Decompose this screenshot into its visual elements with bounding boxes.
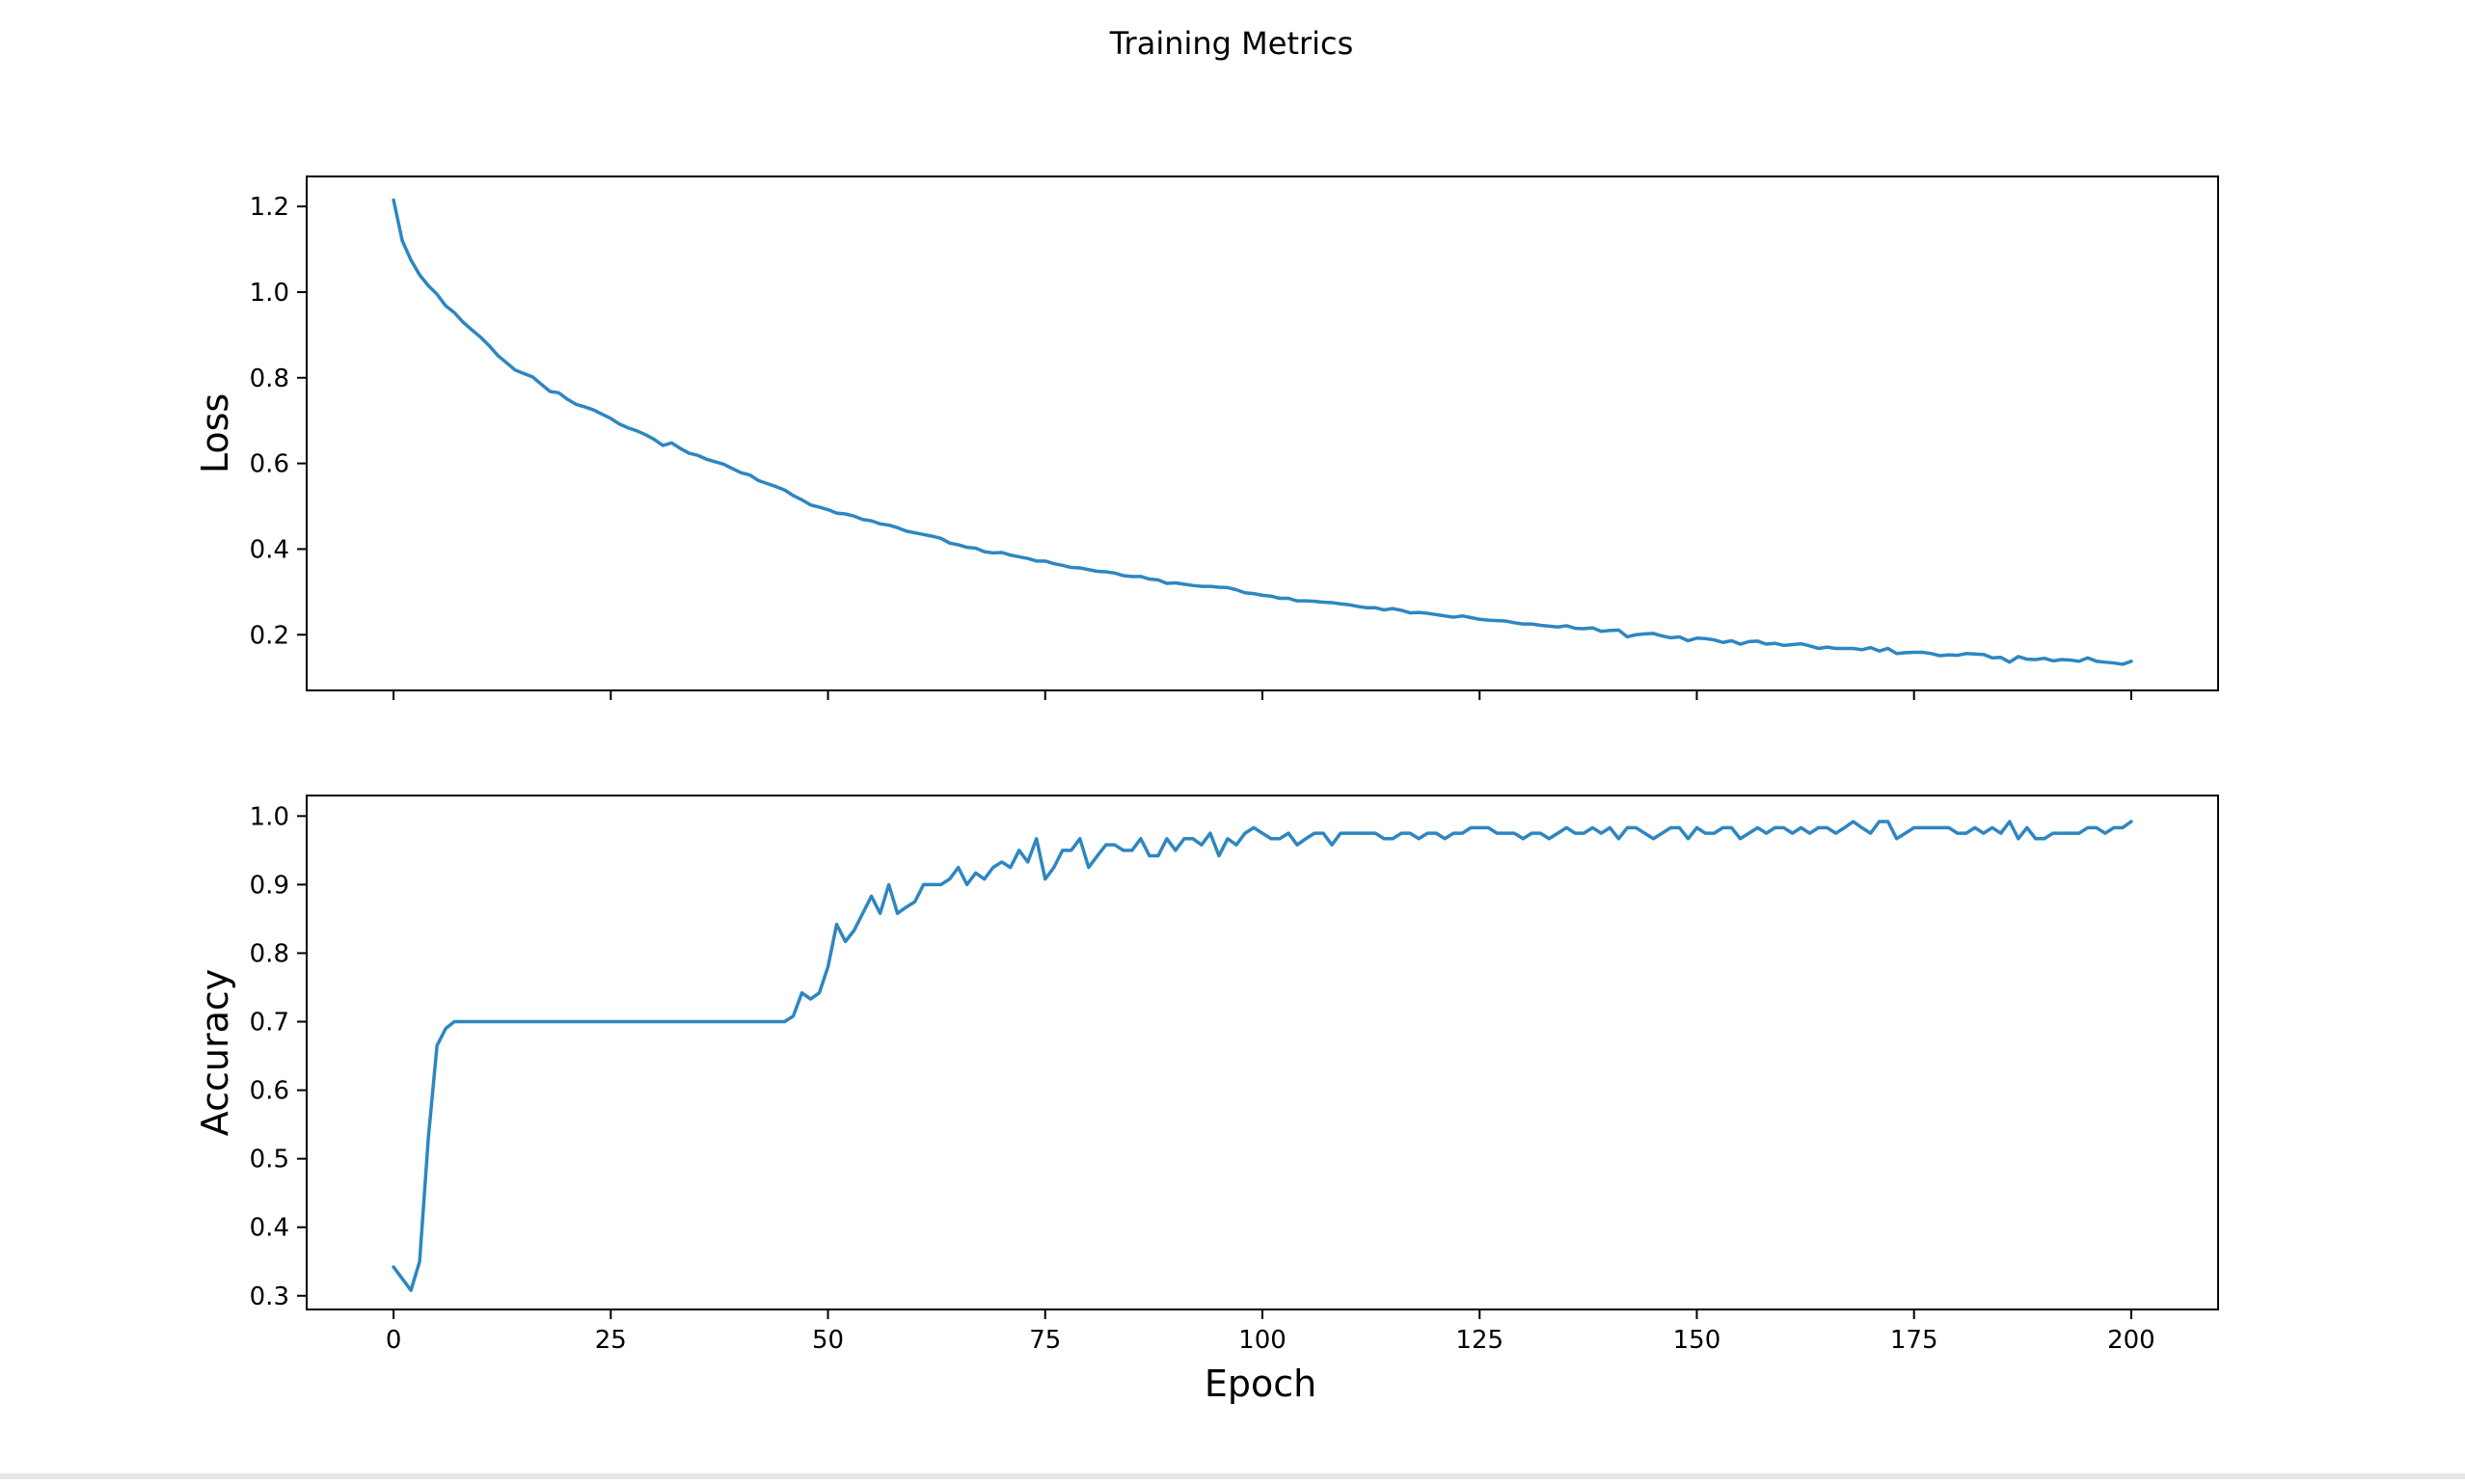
accuracy-y-tick-label: 0.5 [250, 1146, 289, 1174]
x-tick-label: 0 [386, 1326, 402, 1355]
loss-y-tick-label: 1.0 [250, 279, 289, 308]
x-tick-label: 200 [2107, 1326, 2155, 1355]
accuracy-y-tick-label: 0.3 [250, 1282, 289, 1311]
loss-y-tick-label: 0.8 [250, 364, 289, 393]
x-tick-label: 100 [1238, 1326, 1287, 1355]
loss-y-tick-label: 0.4 [250, 535, 289, 564]
x-tick-label: 175 [1890, 1326, 1938, 1355]
figure-title: Training Metrics [1109, 25, 1354, 62]
x-tick-label: 75 [1029, 1326, 1061, 1355]
accuracy-y-tick-label: 0.8 [250, 939, 289, 968]
bottom-scrollbar[interactable] [0, 1473, 2465, 1479]
loss-y-tick-label: 1.2 [250, 193, 289, 222]
subplot-accuracy: 0.3 0.4 0.5 0.6 0.7 0.8 0.9 1.0 0 25 50 75 100 125 150… [194, 795, 2219, 1355]
x-tick-label: 50 [812, 1326, 844, 1355]
x-tick-label: 150 [1673, 1326, 1721, 1355]
subplot-loss: 0.2 0.4 0.6 0.8 1.0 1.2 Loss [194, 175, 2219, 700]
x-tick-label: 25 [595, 1326, 627, 1355]
accuracy-y-tick-label: 0.9 [250, 871, 289, 900]
accuracy-y-tick-label: 1.0 [250, 802, 289, 831]
loss-series-line [392, 198, 2133, 666]
accuracy-series-line [392, 820, 2133, 1292]
loss-y-tick-label: 0.6 [250, 450, 289, 479]
loss-y-axis-title: Loss [194, 393, 236, 473]
accuracy-y-tick-label: 0.7 [250, 1009, 289, 1038]
loss-y-tick-label: 0.2 [250, 621, 289, 650]
x-tick-label: 125 [1455, 1326, 1503, 1355]
accuracy-y-tick-label: 0.4 [250, 1214, 289, 1243]
accuracy-y-tick-label: 0.6 [250, 1077, 289, 1106]
accuracy-y-axis-title: Accuracy [194, 969, 236, 1137]
subplots: 0.2 0.4 0.6 0.8 1.0 1.2 Loss 0.3 0.4 0.5 0.6 0.7 0.8… [194, 175, 2219, 1355]
x-axis-title: Epoch [1205, 1363, 1316, 1405]
